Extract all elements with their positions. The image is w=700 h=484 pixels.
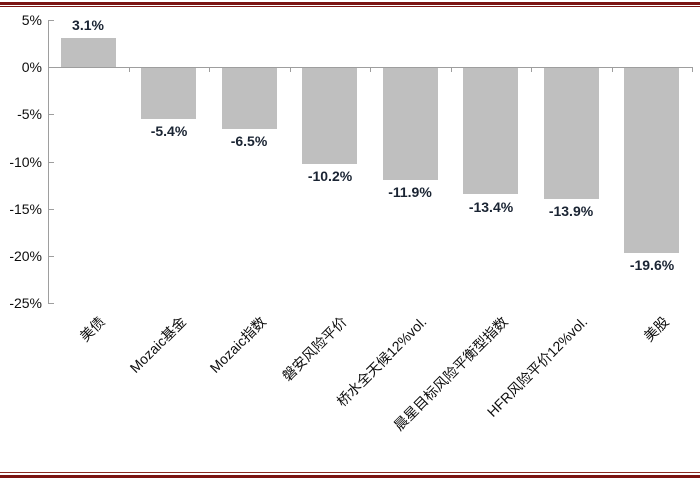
category-label: 美债: [76, 313, 108, 345]
bar-value-label: -5.4%: [150, 123, 188, 139]
category-label: 磐安风险平价: [279, 313, 350, 385]
category-label: Mozaic指数: [206, 313, 269, 376]
y-axis-tick-label: -15%: [9, 200, 42, 217]
bar-value-label: 3.1%: [72, 17, 104, 33]
bar: [383, 68, 438, 180]
x-axis-tick: [290, 67, 291, 72]
bar: [463, 68, 518, 194]
x-axis-tick: [209, 67, 210, 72]
bar-value-label: -13.4%: [468, 199, 514, 215]
y-axis-tick: [48, 256, 54, 257]
y-axis-tick: [48, 114, 54, 115]
y-axis-tick: [48, 20, 54, 21]
bar: [141, 68, 196, 119]
bar-value-label: -11.9%: [388, 184, 432, 200]
x-axis-tick: [692, 67, 693, 72]
bar-value-label: -6.5%: [230, 133, 268, 149]
x-axis-tick: [129, 67, 130, 72]
bar: [544, 68, 599, 199]
bar-value-label: -13.9%: [548, 203, 594, 219]
bar: [302, 68, 357, 164]
top-decorative-rule: [0, 2, 700, 7]
bar: [624, 68, 679, 253]
y-axis-tick-label: 5%: [21, 12, 42, 28]
x-axis-tick: [370, 67, 371, 72]
bar: [61, 38, 116, 67]
x-axis-tick: [451, 67, 452, 72]
y-axis-tick-label: -10%: [9, 153, 42, 170]
y-axis-line: [48, 20, 49, 303]
y-axis-tick-label: -5%: [17, 106, 42, 123]
y-axis-tick-label: -25%: [9, 295, 42, 311]
y-axis-tick: [48, 303, 54, 304]
y-axis-tick: [48, 162, 54, 163]
bar-value-label: -10.2%: [307, 168, 353, 184]
x-axis-tick: [531, 67, 532, 72]
bottom-decorative-rule: [0, 472, 700, 478]
bar-value-label: -19.6%: [629, 257, 675, 273]
category-label: 美股: [640, 313, 672, 345]
x-axis-tick: [612, 67, 613, 72]
y-axis-tick: [48, 67, 54, 68]
category-label: Mozaic基金: [126, 313, 189, 376]
y-axis-tick-label: -20%: [9, 247, 42, 264]
x-axis-tick: [48, 67, 49, 72]
y-axis-tick: [48, 209, 54, 210]
bar: [222, 68, 277, 129]
y-axis-tick-label: 0%: [21, 59, 42, 76]
